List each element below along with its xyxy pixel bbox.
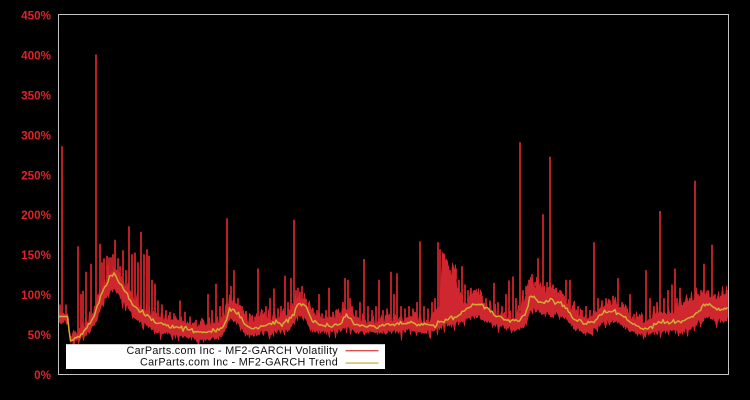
- svg-text:CarParts.com Inc - MF2-GARCH V: CarParts.com Inc - MF2-GARCH Volatility: [127, 345, 339, 357]
- svg-text:250%: 250%: [21, 169, 52, 182]
- svg-text:450%: 450%: [21, 10, 52, 23]
- svg-text:100%: 100%: [21, 289, 52, 302]
- svg-text:150%: 150%: [21, 249, 52, 262]
- svg-text:300%: 300%: [21, 129, 52, 142]
- svg-text:0%: 0%: [34, 369, 52, 382]
- svg-text:200%: 200%: [21, 209, 52, 222]
- svg-text:400%: 400%: [21, 49, 52, 62]
- svg-text:50%: 50%: [28, 329, 52, 342]
- svg-text:350%: 350%: [21, 89, 52, 102]
- svg-text:CarParts.com Inc - MF2-GARCH T: CarParts.com Inc - MF2-GARCH Trend: [140, 357, 338, 369]
